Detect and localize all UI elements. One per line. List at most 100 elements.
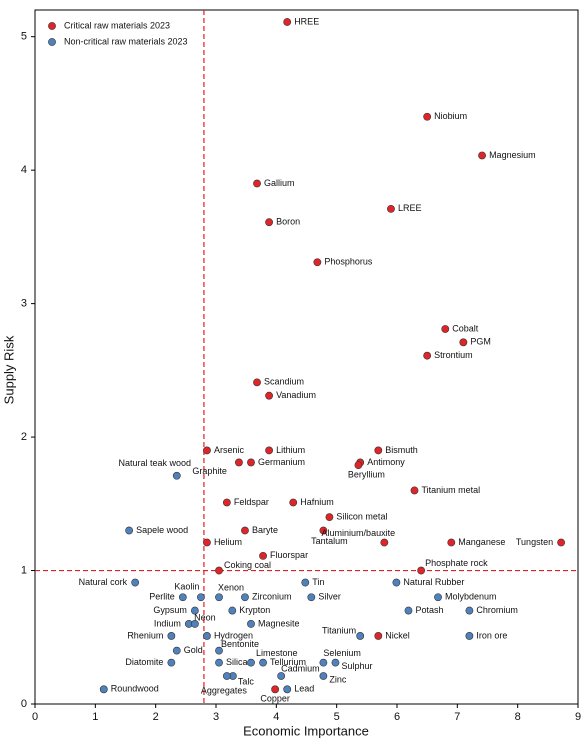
point (434, 593, 442, 602)
point-label: Germanium (258, 457, 305, 467)
point-label: Natural teak wood (119, 458, 192, 468)
point-label: Gallium (264, 178, 295, 188)
point (228, 606, 237, 615)
point (241, 526, 249, 535)
point (215, 593, 223, 602)
point (235, 458, 243, 467)
y-tick-label: 0 (21, 698, 27, 710)
x-tick-label: 9 (575, 711, 581, 723)
y-tick-label: 1 (21, 564, 27, 576)
point (203, 632, 211, 640)
point (259, 658, 267, 667)
point (222, 672, 231, 680)
point-label: Tin (312, 577, 324, 587)
point-label: Magnesium (489, 150, 536, 160)
point (190, 620, 199, 628)
point-label: Silicon metal (336, 512, 387, 522)
point (215, 658, 223, 667)
x-tick-label: 5 (334, 711, 340, 723)
point-label: Silver (318, 592, 341, 602)
point (313, 258, 322, 267)
point-label: Tungsten (516, 537, 553, 547)
point-label: Gold (184, 645, 203, 655)
x-tick-label: 8 (515, 711, 521, 723)
point-label: Feldspar (234, 497, 269, 507)
x-axis-label: Economic Importance (243, 723, 369, 738)
point-label: Strontium (434, 350, 473, 360)
point-label: Magnesite (258, 618, 300, 628)
point-label: Aggregates (201, 685, 248, 695)
x-tick-label: 0 (32, 711, 38, 723)
point-label: Krypton (239, 605, 270, 615)
point (215, 566, 223, 575)
point (441, 325, 450, 333)
point-label: LREE (398, 203, 422, 213)
point (283, 18, 292, 26)
point (247, 620, 255, 628)
point-label: Bentonite (221, 639, 259, 649)
y-tick-label: 3 (21, 298, 27, 310)
point (253, 378, 261, 387)
point-label: Indium (154, 618, 181, 628)
point-label: Antimony (367, 457, 405, 467)
point (259, 551, 267, 560)
point-label: Coking coal (224, 560, 271, 570)
point-label: Potash (415, 605, 443, 615)
point-label: Rhenium (127, 630, 163, 640)
point-label: Limestone (256, 648, 298, 658)
point (283, 685, 292, 694)
point (99, 685, 108, 694)
point-label: Titanium metal (421, 485, 480, 495)
point-label: Arsenic (214, 445, 245, 455)
point-label: Talc (238, 676, 255, 686)
point (447, 538, 456, 547)
point-label: Manganese (458, 537, 505, 547)
point-label: Vanadium (276, 390, 316, 400)
point (380, 538, 389, 547)
point-label: Cobalt (452, 323, 479, 333)
point (172, 471, 181, 480)
point-label: Hafnium (300, 497, 334, 507)
point-label: Niobium (434, 111, 467, 121)
point (417, 566, 426, 575)
point (277, 672, 286, 680)
point (319, 672, 328, 680)
point-label: Cadmium (281, 663, 320, 673)
point-label: Sapele wood (136, 525, 188, 535)
x-tick-label: 3 (213, 711, 219, 723)
point-label: Natural cork (79, 577, 128, 587)
point (356, 632, 365, 640)
point (319, 658, 328, 667)
point (265, 446, 273, 455)
point-label: Molybdenum (445, 592, 497, 602)
point-label: Zirconium (252, 592, 292, 602)
legend-label: Non-critical raw materials 2023 (64, 36, 188, 46)
legend-label: Critical raw materials 2023 (64, 20, 170, 30)
point-label: Neon (194, 612, 216, 622)
point (215, 646, 223, 655)
point (465, 606, 474, 615)
point (465, 632, 474, 640)
legend-marker (48, 22, 56, 30)
point-label: Natural Rubber (403, 577, 464, 587)
point (271, 685, 280, 694)
point (241, 593, 249, 602)
point (222, 498, 231, 507)
point-label: Hydrogen (214, 630, 253, 640)
point-label: Phosphorus (324, 257, 373, 267)
point (423, 351, 432, 360)
y-axis-label: Supply Risk (1, 335, 16, 404)
point-label: Bismuth (385, 445, 418, 455)
point-label: Gypsum (153, 605, 187, 615)
point-label: Lithium (276, 445, 305, 455)
point-label: Selenium (323, 648, 361, 658)
point-label: Iron ore (476, 630, 507, 640)
point (253, 179, 261, 188)
point (203, 538, 211, 547)
x-tick-label: 2 (153, 711, 159, 723)
x-tick-label: 1 (92, 711, 98, 723)
point (167, 658, 176, 667)
point-label: Baryte (252, 525, 278, 535)
point (557, 538, 566, 547)
